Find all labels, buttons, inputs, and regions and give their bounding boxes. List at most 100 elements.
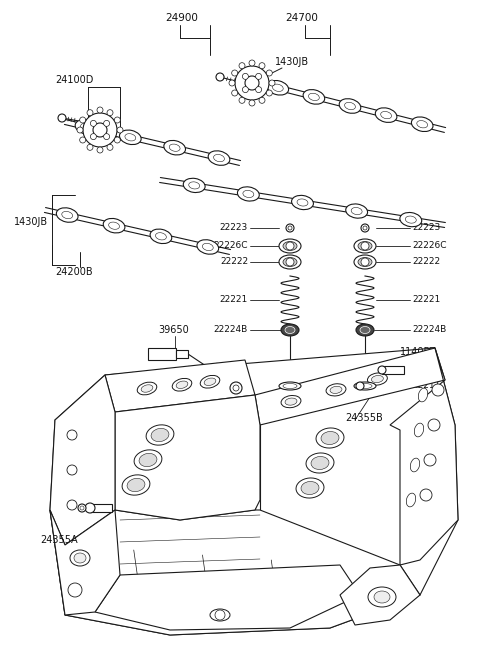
Polygon shape	[255, 348, 445, 425]
Circle shape	[432, 384, 444, 396]
Ellipse shape	[122, 475, 150, 495]
Polygon shape	[50, 510, 120, 615]
Text: 1430JB: 1430JB	[275, 57, 309, 67]
Ellipse shape	[267, 81, 288, 95]
Circle shape	[104, 121, 109, 126]
Text: 22211: 22211	[412, 381, 440, 390]
Circle shape	[80, 137, 85, 143]
Circle shape	[256, 86, 262, 92]
Ellipse shape	[410, 458, 420, 472]
Text: 24900: 24900	[165, 13, 198, 23]
Circle shape	[266, 90, 272, 96]
Ellipse shape	[414, 423, 424, 437]
Bar	[176, 350, 188, 358]
Ellipse shape	[141, 384, 153, 392]
Circle shape	[239, 98, 245, 103]
Ellipse shape	[62, 212, 72, 219]
Circle shape	[58, 114, 66, 122]
Circle shape	[242, 86, 248, 92]
Ellipse shape	[283, 242, 297, 250]
Ellipse shape	[283, 257, 297, 267]
Circle shape	[245, 76, 259, 90]
Ellipse shape	[272, 84, 283, 92]
Ellipse shape	[279, 239, 301, 253]
Text: 22223: 22223	[220, 223, 248, 233]
Circle shape	[97, 147, 103, 153]
Text: 24355B: 24355B	[345, 413, 383, 423]
Ellipse shape	[279, 255, 301, 269]
Ellipse shape	[296, 478, 324, 498]
Circle shape	[256, 73, 262, 79]
Text: 39650: 39650	[158, 325, 189, 335]
Bar	[90, 504, 112, 512]
Ellipse shape	[134, 450, 162, 470]
Ellipse shape	[183, 178, 205, 193]
Text: 24100D: 24100D	[55, 75, 94, 85]
Ellipse shape	[156, 233, 167, 240]
Text: 22221: 22221	[412, 295, 440, 305]
Circle shape	[93, 123, 107, 137]
Ellipse shape	[279, 382, 301, 390]
Circle shape	[363, 226, 367, 230]
Ellipse shape	[283, 383, 297, 388]
Circle shape	[232, 70, 238, 76]
Ellipse shape	[405, 216, 416, 223]
Polygon shape	[95, 565, 360, 630]
Circle shape	[249, 60, 255, 66]
Ellipse shape	[354, 255, 376, 269]
Circle shape	[269, 80, 275, 86]
Ellipse shape	[150, 229, 172, 244]
Ellipse shape	[120, 130, 141, 145]
Bar	[382, 366, 404, 374]
Ellipse shape	[326, 384, 346, 396]
Polygon shape	[50, 510, 420, 635]
Circle shape	[378, 366, 386, 374]
Circle shape	[420, 489, 432, 501]
Circle shape	[80, 117, 85, 123]
Ellipse shape	[189, 182, 200, 189]
Ellipse shape	[356, 324, 374, 336]
Circle shape	[80, 506, 84, 510]
Text: 22224B: 22224B	[214, 326, 248, 335]
Circle shape	[286, 224, 294, 232]
Ellipse shape	[309, 93, 319, 100]
Ellipse shape	[210, 609, 230, 621]
Circle shape	[361, 224, 369, 232]
Text: 24200B: 24200B	[55, 267, 93, 277]
Circle shape	[90, 121, 96, 126]
Polygon shape	[390, 348, 458, 565]
Ellipse shape	[139, 453, 157, 466]
Ellipse shape	[164, 140, 185, 155]
Ellipse shape	[358, 242, 372, 250]
Circle shape	[233, 385, 239, 391]
Ellipse shape	[374, 591, 390, 603]
Ellipse shape	[330, 386, 342, 394]
Circle shape	[239, 63, 245, 69]
Circle shape	[361, 258, 369, 266]
Ellipse shape	[243, 191, 254, 198]
Text: 22226C: 22226C	[214, 242, 248, 250]
Circle shape	[87, 144, 93, 150]
Ellipse shape	[339, 99, 361, 113]
Circle shape	[107, 144, 113, 150]
Text: 22226C: 22226C	[412, 242, 446, 250]
Ellipse shape	[169, 144, 180, 151]
Circle shape	[114, 117, 120, 123]
Ellipse shape	[200, 375, 220, 388]
Ellipse shape	[301, 481, 319, 495]
Ellipse shape	[172, 379, 192, 391]
Bar	[148, 348, 176, 360]
Text: 24355A: 24355A	[40, 535, 78, 545]
Text: 1140FZ: 1140FZ	[400, 347, 437, 357]
Ellipse shape	[358, 383, 372, 388]
Circle shape	[67, 430, 77, 440]
Text: 22212: 22212	[220, 381, 248, 390]
Circle shape	[266, 70, 272, 76]
Ellipse shape	[108, 222, 120, 229]
Ellipse shape	[306, 453, 334, 473]
Circle shape	[97, 107, 103, 113]
Ellipse shape	[125, 134, 136, 141]
Ellipse shape	[417, 121, 428, 128]
Ellipse shape	[137, 382, 157, 395]
Ellipse shape	[197, 240, 218, 254]
